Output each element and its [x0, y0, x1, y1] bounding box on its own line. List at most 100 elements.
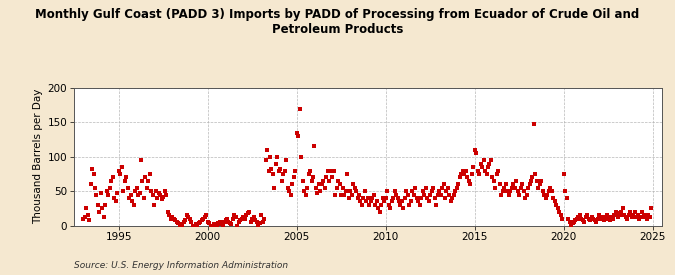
Point — [453, 182, 464, 186]
Point — [310, 185, 321, 190]
Point — [425, 192, 435, 197]
Point — [176, 222, 186, 226]
Point — [394, 199, 404, 204]
Point — [199, 215, 210, 219]
Point — [480, 168, 491, 173]
Point — [527, 175, 538, 180]
Point — [468, 165, 479, 169]
Point — [179, 220, 190, 224]
Point — [620, 215, 631, 219]
Point — [149, 203, 160, 207]
Point — [421, 185, 431, 190]
Point — [502, 189, 513, 193]
Point — [143, 179, 154, 183]
Point — [137, 179, 148, 183]
Point — [413, 199, 424, 204]
Text: Monthly Gulf Coast (PADD 3) Imports by PADD of Processing from Ecuador of Crude : Monthly Gulf Coast (PADD 3) Imports by P… — [35, 8, 640, 36]
Point — [171, 220, 182, 224]
Point — [161, 192, 171, 197]
Point — [389, 189, 400, 193]
Point — [600, 215, 611, 219]
Point — [452, 185, 462, 190]
Point — [377, 196, 388, 200]
Point — [487, 175, 498, 180]
Point — [598, 218, 609, 222]
Point — [346, 192, 357, 197]
Point — [330, 192, 341, 197]
Point — [446, 199, 456, 204]
Point — [184, 216, 195, 221]
Point — [265, 155, 275, 159]
Point — [128, 203, 139, 207]
Point — [485, 158, 496, 162]
Point — [138, 196, 149, 200]
Point — [416, 196, 427, 200]
Point — [234, 220, 244, 224]
Point — [227, 216, 238, 221]
Point — [529, 122, 539, 126]
Point — [115, 172, 126, 176]
Point — [290, 168, 300, 173]
Point — [96, 190, 107, 195]
Point — [578, 218, 589, 222]
Point — [447, 196, 458, 200]
Point — [548, 196, 559, 200]
Point — [387, 196, 398, 200]
Point — [489, 179, 500, 183]
Point — [122, 185, 133, 190]
Point — [229, 213, 240, 217]
Point — [207, 223, 217, 228]
Point — [157, 197, 167, 202]
Point — [174, 223, 185, 228]
Point — [500, 182, 511, 186]
Point — [469, 148, 480, 152]
Point — [576, 216, 587, 221]
Point — [88, 172, 99, 176]
Point — [361, 199, 372, 204]
Point — [637, 210, 647, 214]
Point — [236, 216, 247, 221]
Point — [463, 179, 474, 183]
Point — [579, 220, 590, 224]
Point — [511, 179, 522, 183]
Point — [79, 215, 90, 219]
Point — [262, 148, 273, 152]
Point — [567, 221, 578, 226]
Point — [508, 182, 518, 186]
Point — [189, 223, 200, 228]
Point — [475, 161, 486, 166]
Point — [546, 189, 557, 193]
Point — [159, 189, 170, 193]
Point — [240, 216, 250, 221]
Point — [604, 218, 615, 222]
Point — [142, 185, 153, 190]
Point — [355, 199, 366, 204]
Point — [369, 192, 379, 197]
Point — [639, 213, 649, 217]
Point — [105, 185, 115, 190]
Point — [250, 218, 261, 222]
Point — [595, 215, 606, 219]
Point — [220, 218, 231, 222]
Point — [614, 213, 625, 217]
Point — [192, 223, 202, 228]
Point — [223, 220, 234, 224]
Point — [438, 182, 449, 186]
Point — [404, 203, 415, 207]
Point — [226, 222, 237, 226]
Point — [304, 168, 315, 173]
Point — [287, 182, 298, 186]
Point — [593, 216, 603, 221]
Point — [444, 192, 455, 197]
Point — [300, 192, 311, 197]
Point — [583, 216, 594, 221]
Point — [188, 223, 198, 228]
Point — [273, 168, 284, 173]
Point — [433, 189, 444, 193]
Point — [407, 189, 418, 193]
Point — [641, 216, 652, 221]
Point — [495, 182, 506, 186]
Point — [144, 172, 155, 176]
Point — [371, 199, 382, 204]
Point — [619, 213, 630, 217]
